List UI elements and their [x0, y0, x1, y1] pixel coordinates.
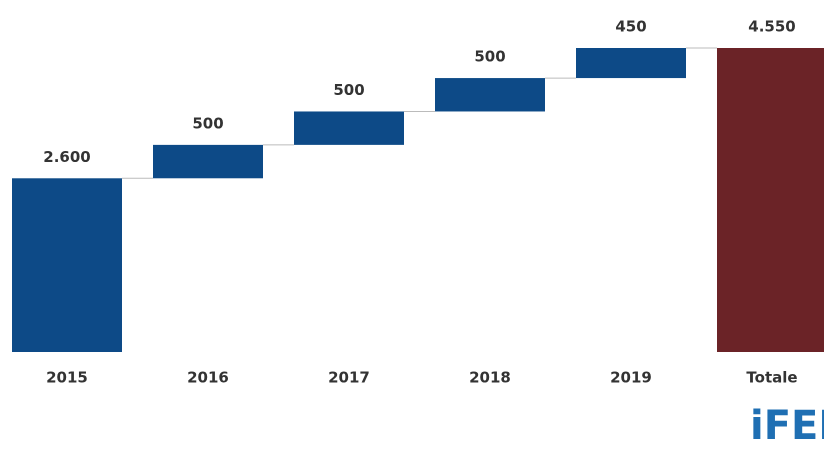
- bar: [153, 144, 263, 179]
- value-label: 500: [474, 48, 505, 66]
- bar: [576, 48, 686, 79]
- value-label: 450: [615, 18, 646, 36]
- bar: [12, 178, 122, 352]
- bar: [435, 78, 545, 112]
- x-tick-label: 2017: [328, 369, 370, 387]
- value-label: 4.550: [748, 18, 795, 36]
- value-label: 500: [192, 114, 223, 132]
- logo: iFEL: [750, 403, 824, 449]
- x-tick-label: Totale: [746, 369, 797, 387]
- value-label: 2.600: [43, 148, 90, 166]
- x-tick-label: 2015: [46, 369, 88, 387]
- bar: [294, 111, 404, 145]
- x-tick-label: 2018: [469, 369, 511, 387]
- x-tick-label: 2019: [610, 369, 652, 387]
- x-tick-label: 2016: [187, 369, 229, 387]
- value-label: 500: [333, 81, 364, 99]
- total-bar: [717, 48, 824, 352]
